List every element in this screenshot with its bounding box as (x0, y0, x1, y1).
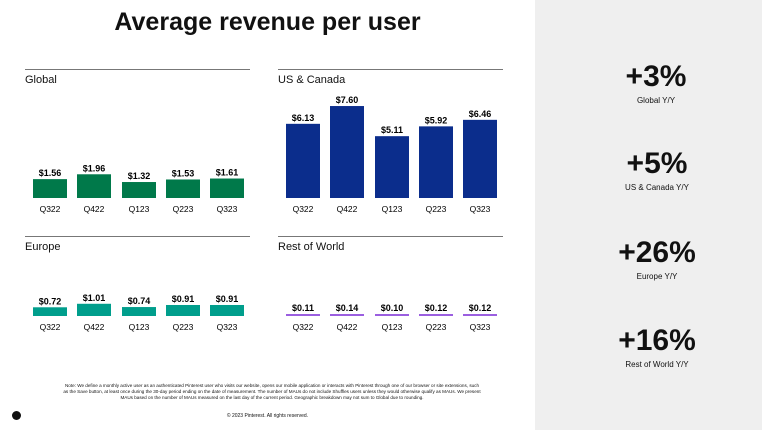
tick-label: Q323 (470, 322, 491, 332)
tick-label: Q223 (426, 322, 447, 332)
bar (210, 178, 244, 198)
bar (122, 182, 156, 198)
tick-label: Q422 (84, 322, 105, 332)
data-label: $5.92 (425, 115, 448, 125)
data-label: $1.56 (39, 168, 62, 178)
stat-rest-of-world: +16% Rest of World Y/Y (535, 324, 762, 369)
bar (330, 314, 364, 316)
yoy-sidebar: +3% Global Y/Y +5% US & Canada Y/Y +26% Eur… (535, 0, 762, 430)
data-label: $0.72 (39, 296, 62, 306)
tick-label: Q322 (293, 204, 314, 214)
bar (375, 136, 409, 198)
chart-title: US & Canada (278, 74, 346, 86)
chart-title: Rest of World (278, 241, 345, 253)
page-title: Average revenue per user (114, 8, 421, 36)
chart-global: Global $1.56 Q322 $1.96 Q422 $1.32 Q123 $1.53 Q2… (25, 69, 250, 220)
bar (77, 174, 111, 198)
bar (33, 307, 67, 316)
bar (166, 179, 200, 198)
chart-europe: Europe $0.72 Q322 $1.01 Q422 $0.74 Q123 $0.91 Q2… (25, 236, 250, 337)
tick-label: Q322 (40, 322, 61, 332)
stat-label: US & Canada Y/Y (625, 183, 689, 192)
tick-label: Q123 (129, 204, 150, 214)
tick-label: Q223 (173, 204, 194, 214)
bar (419, 126, 453, 198)
tick-label: Q223 (173, 322, 194, 332)
tick-label: Q323 (217, 204, 238, 214)
data-label: $6.46 (469, 109, 492, 119)
data-label: $1.32 (128, 171, 151, 181)
tick-label: Q123 (382, 204, 403, 214)
bar (419, 314, 453, 316)
data-label: $0.10 (381, 303, 404, 313)
chart-svg: $0.11 Q322 $0.14 Q422 $0.10 Q123 $0.12 Q223 $0.1… (286, 303, 497, 332)
bar (330, 106, 364, 198)
bar (122, 307, 156, 316)
bar (463, 314, 497, 316)
stat-value: +3% (625, 60, 687, 93)
tick-label: Q323 (470, 204, 491, 214)
chart-svg: $1.56 Q322 $1.96 Q422 $1.32 Q123 $1.53 Q223 $1.6… (33, 163, 244, 214)
data-label: $0.12 (469, 303, 492, 313)
bar (286, 123, 320, 198)
data-label: $6.13 (292, 113, 315, 123)
data-label: $0.74 (128, 296, 151, 306)
stat-label: Europe Y/Y (636, 272, 678, 281)
pinterest-logo-icon (12, 411, 21, 420)
chart-svg: $0.72 Q322 $1.01 Q422 $0.74 Q123 $0.91 Q223 $0.9… (33, 293, 244, 332)
tick-label: Q422 (337, 204, 358, 214)
tick-label: Q123 (382, 322, 403, 332)
data-label: $0.14 (336, 303, 359, 313)
bar (375, 314, 409, 316)
data-label: $0.11 (292, 303, 314, 313)
tick-label: Q223 (426, 204, 447, 214)
bar (166, 304, 200, 316)
bar (77, 303, 111, 316)
tick-label: Q422 (337, 322, 358, 332)
data-label: $0.91 (216, 294, 239, 304)
bar (463, 119, 497, 198)
data-label: $1.01 (83, 293, 106, 303)
tick-label: Q123 (129, 322, 150, 332)
footnote: Note: We define a monthly active user as… (63, 383, 481, 401)
data-label: $0.91 (172, 294, 195, 304)
chart-rest-of-world: Rest of World $0.11 Q322 $0.14 Q422 $0.10 Q123… (278, 236, 503, 337)
stat-label: Rest of World Y/Y (625, 360, 689, 369)
tick-label: Q323 (217, 322, 238, 332)
stat-us-canada: +5% US & Canada Y/Y (535, 147, 762, 192)
tick-label: Q322 (293, 322, 314, 332)
stat-value: +16% (618, 324, 696, 357)
tick-label: Q422 (84, 204, 105, 214)
data-label: $1.96 (83, 163, 106, 173)
stat-value: +5% (626, 147, 688, 180)
data-label: $5.11 (381, 125, 403, 135)
tick-label: Q322 (40, 204, 61, 214)
stat-label: Global Y/Y (636, 96, 676, 105)
data-label: $1.53 (172, 168, 195, 178)
chart-us-canada: US & Canada $6.13 Q322 $7.60 Q422 $5.11 Q123 $5… (278, 69, 503, 220)
copyright: © 2023 Pinterest. All rights reserved. (226, 413, 309, 419)
data-label: $1.61 (216, 168, 239, 178)
chart-svg: $6.13 Q322 $7.60 Q422 $5.11 Q123 $5.92 Q223 $6.4… (286, 95, 497, 214)
stat-value: +26% (618, 236, 696, 269)
stat-global: +3% Global Y/Y (534, 60, 762, 105)
stat-europe: +26% Europe Y/Y (535, 236, 762, 281)
chart-title: Europe (25, 241, 61, 253)
data-label: $0.12 (425, 303, 448, 313)
chart-title: Global (25, 74, 57, 86)
bar (33, 179, 67, 198)
bar (210, 304, 244, 316)
data-label: $7.60 (336, 95, 359, 105)
bar (286, 314, 320, 316)
